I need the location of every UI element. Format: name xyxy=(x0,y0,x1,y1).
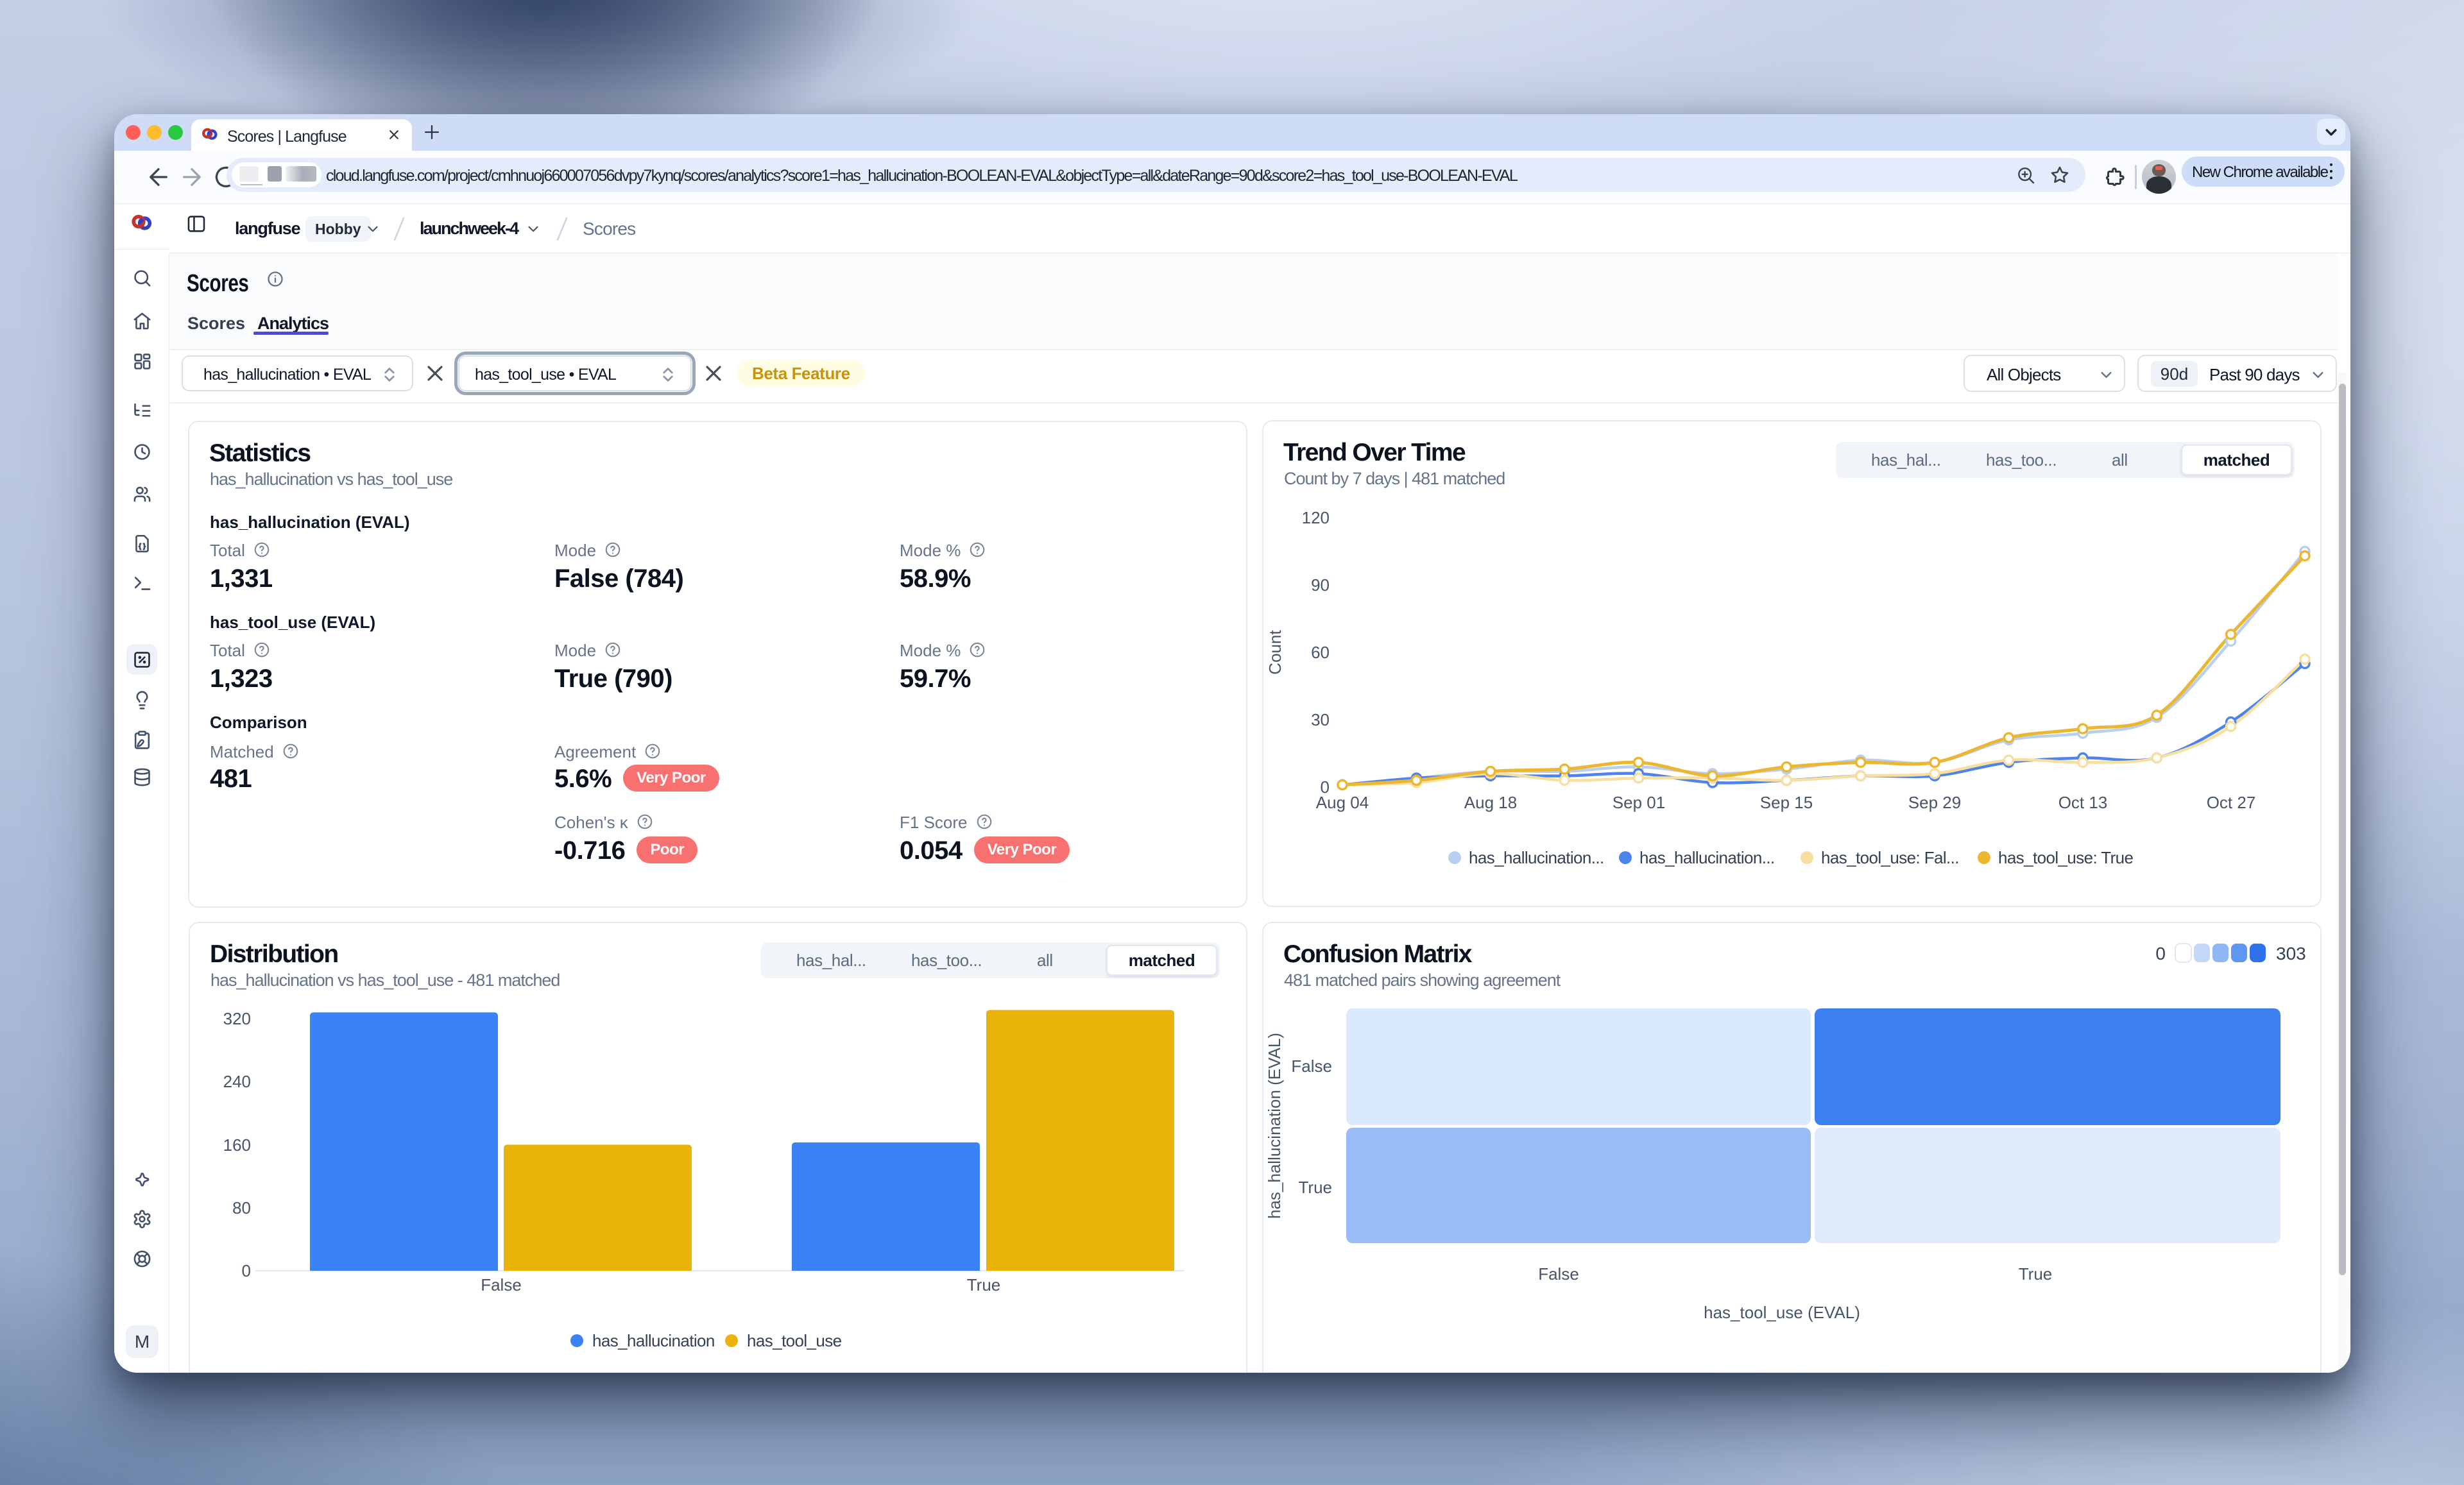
svg-text:Oct 27: Oct 27 xyxy=(2207,793,2256,812)
svg-text:has_hallucination...: has_hallucination... xyxy=(1639,848,1775,867)
svg-text:has_tool_use: Fal...: has_tool_use: Fal... xyxy=(1821,848,1959,867)
svg-text:has_hallucination: has_hallucination xyxy=(592,1331,715,1350)
svg-text:Count: Count xyxy=(1265,630,1285,675)
svg-text:False: False xyxy=(481,1275,522,1294)
svg-text:0: 0 xyxy=(1321,777,1330,797)
svg-text:has_hallucination (EVAL): has_hallucination (EVAL) xyxy=(1265,1033,1284,1219)
svg-text:60: 60 xyxy=(1311,643,1330,662)
svg-text:0: 0 xyxy=(2155,944,2166,963)
svg-text:80: 80 xyxy=(232,1198,251,1218)
svg-text:303: 303 xyxy=(2276,944,2306,963)
svg-text:Sep 15: Sep 15 xyxy=(1760,793,1813,812)
svg-text:False: False xyxy=(1291,1056,1332,1076)
svg-text:0: 0 xyxy=(242,1261,251,1280)
svg-text:Aug 18: Aug 18 xyxy=(1464,793,1517,812)
svg-text:has_tool_use: has_tool_use xyxy=(747,1331,842,1350)
svg-text:True: True xyxy=(2019,1264,2053,1284)
svg-text:Aug 04: Aug 04 xyxy=(1316,793,1369,812)
svg-text:Sep 29: Sep 29 xyxy=(1908,793,1961,812)
svg-text:320: 320 xyxy=(223,1009,251,1028)
svg-text:has_hallucination...: has_hallucination... xyxy=(1469,848,1604,867)
svg-text:Sep 01: Sep 01 xyxy=(1613,793,1665,812)
svg-text:has_tool_use: True: has_tool_use: True xyxy=(1998,848,2133,867)
svg-text:30: 30 xyxy=(1311,710,1330,729)
svg-text:True: True xyxy=(967,1275,1001,1294)
svg-text:120: 120 xyxy=(1302,508,1330,527)
svg-text:has_tool_use (EVAL): has_tool_use (EVAL) xyxy=(1704,1303,1860,1322)
svg-text:90: 90 xyxy=(1311,575,1330,595)
svg-text:True: True xyxy=(1299,1178,1333,1197)
svg-text:240: 240 xyxy=(223,1072,251,1091)
svg-text:Oct 13: Oct 13 xyxy=(2058,793,2108,812)
svg-text:False: False xyxy=(1538,1264,1579,1284)
svg-text:160: 160 xyxy=(223,1135,251,1155)
